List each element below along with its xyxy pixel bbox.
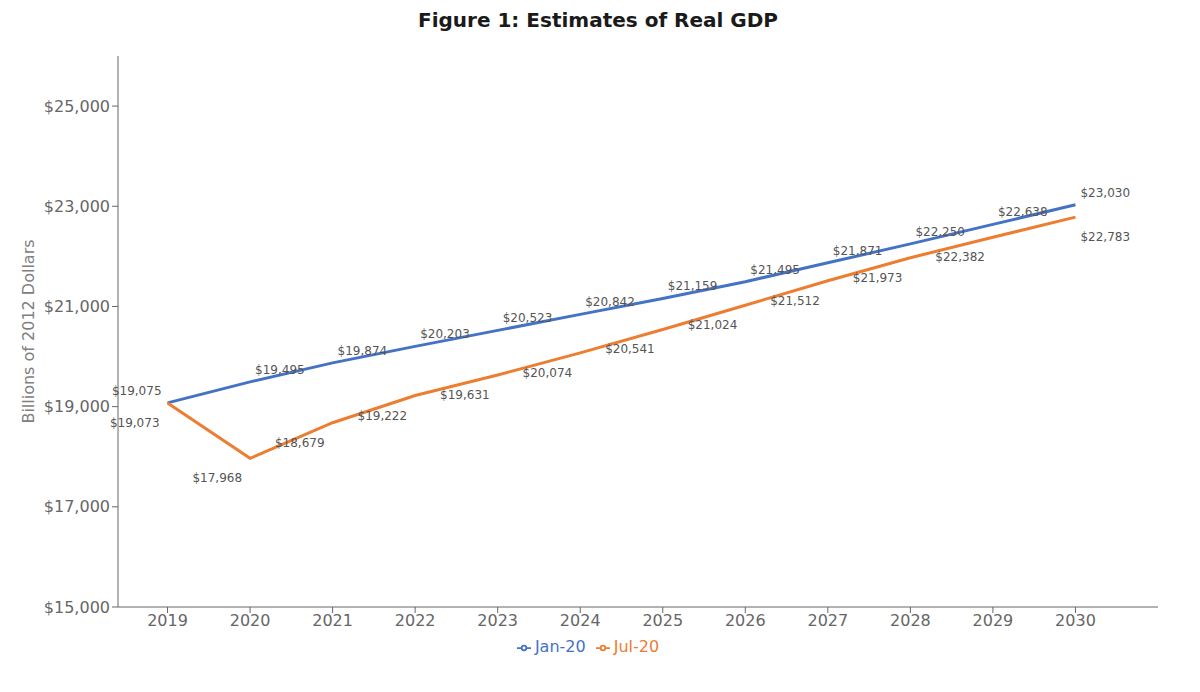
svg-text:2019: 2019 [147,611,188,630]
svg-text:2023: 2023 [477,611,518,630]
svg-text:Billions of 2012 Dollars: Billions of 2012 Dollars [19,239,38,423]
svg-text:$21,973: $21,973 [853,271,903,285]
svg-text:2025: 2025 [642,611,683,630]
svg-text:$22,638: $22,638 [998,205,1048,219]
svg-text:2026: 2026 [725,611,766,630]
svg-text:$22,783: $22,783 [1080,230,1130,244]
svg-text:2029: 2029 [973,611,1014,630]
svg-text:2024: 2024 [560,611,601,630]
svg-text:$20,523: $20,523 [503,311,553,325]
svg-text:$19,000: $19,000 [44,397,110,416]
svg-text:2028: 2028 [890,611,931,630]
svg-text:2027: 2027 [807,611,848,630]
svg-text:$19,073: $19,073 [110,416,160,430]
svg-text:$20,842: $20,842 [585,295,635,309]
svg-text:$21,871: $21,871 [833,244,883,258]
svg-text:2030: 2030 [1055,611,1096,630]
svg-text:2020: 2020 [230,611,271,630]
svg-text:$19,075: $19,075 [112,384,162,398]
svg-text:$20,203: $20,203 [420,327,470,341]
svg-text:$25,000: $25,000 [44,97,110,116]
svg-text:$19,495: $19,495 [255,363,305,377]
svg-text:$15,000: $15,000 [44,598,110,617]
svg-text:$21,000: $21,000 [44,297,110,316]
svg-text:$22,250: $22,250 [915,225,965,239]
svg-text:$19,631: $19,631 [440,388,490,402]
svg-text:$17,000: $17,000 [44,497,110,516]
html-text:Jan-20: Jan-20 [534,637,586,656]
svg-text:2021: 2021 [312,611,353,630]
svg-text:2022: 2022 [395,611,436,630]
svg-text:$20,074: $20,074 [523,366,573,380]
html-text:Jul-20: Jul-20 [613,637,660,656]
svg-text:$21,024: $21,024 [688,318,738,332]
svg-text:$17,968: $17,968 [192,471,242,485]
svg-text:$23,000: $23,000 [44,197,110,216]
svg-text:$22,382: $22,382 [935,250,985,264]
html-text:Figure 1: Estimates of Real GD: Figure 1: Estimates of Real GDP [418,8,778,32]
svg-text:$19,222: $19,222 [358,409,408,423]
svg-text:$19,874: $19,874 [338,344,388,358]
svg-text:$23,030: $23,030 [1080,186,1130,200]
svg-text:$18,679: $18,679 [275,436,325,450]
svg-text:$21,159: $21,159 [668,279,718,293]
svg-text:$21,512: $21,512 [770,294,820,308]
svg-text:$21,495: $21,495 [750,263,800,277]
svg-text:$20,541: $20,541 [605,342,655,356]
